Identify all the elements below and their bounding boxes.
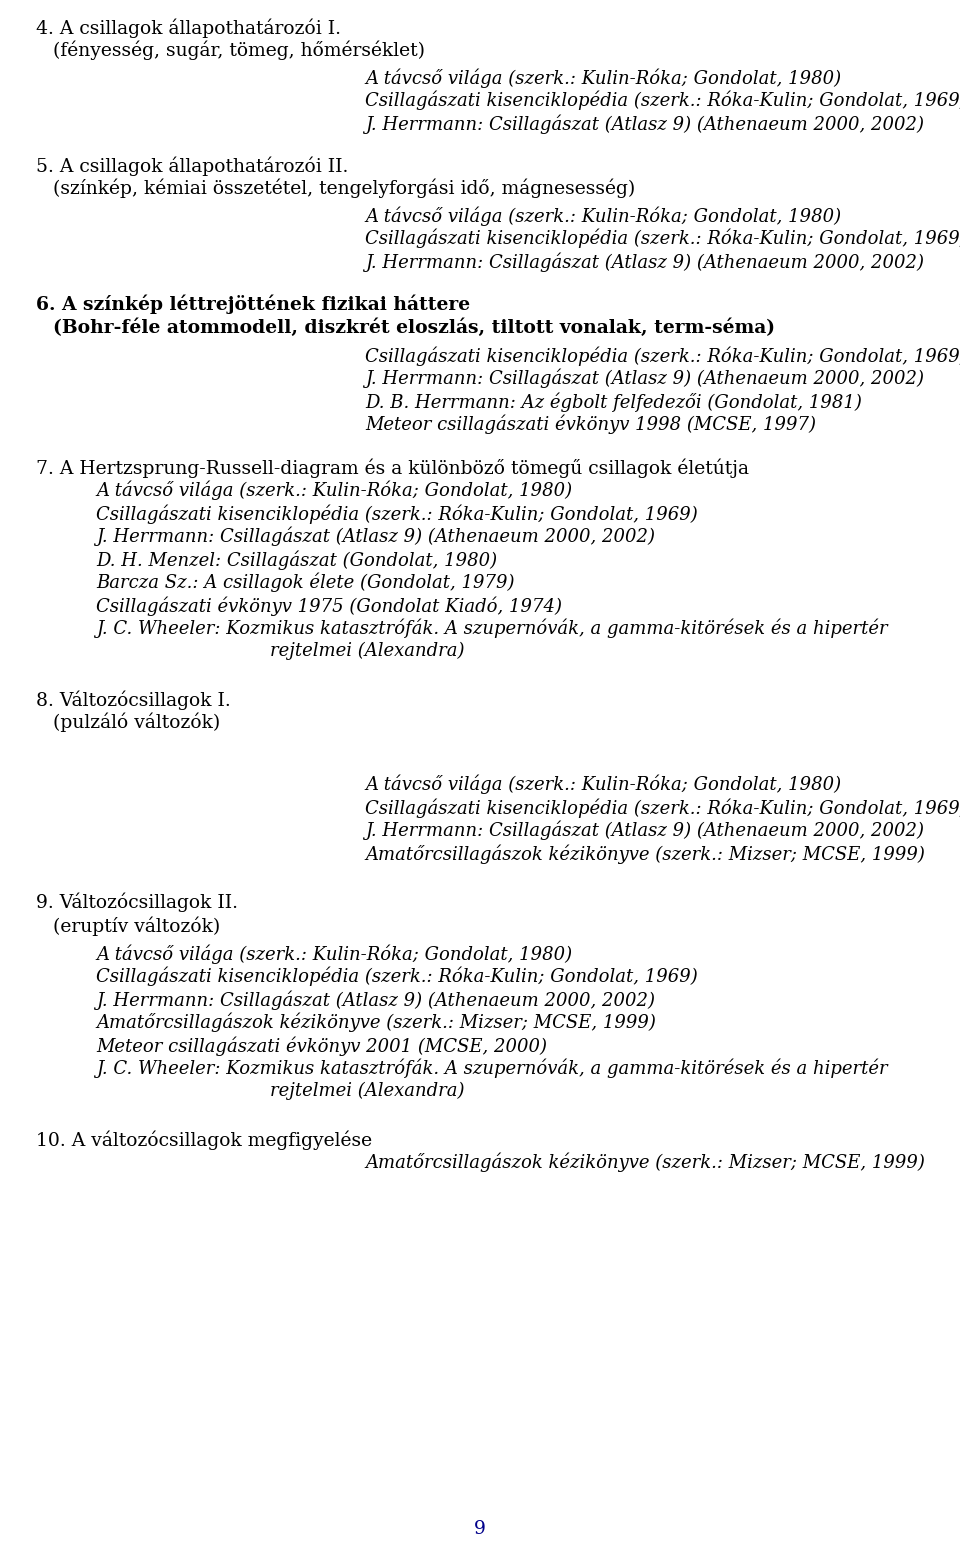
Text: Csillagászati kisenciklopédia (szerk.: Róka-Kulin; Gondolat, 1969): Csillagászati kisenciklopédia (szerk.: R…: [96, 504, 698, 524]
Text: A távcső világa (szerk.: Kulin-Róka; Gondolat, 1980): A távcső világa (szerk.: Kulin-Róka; Gon…: [96, 945, 572, 963]
Text: A távcső világa (szerk.: Kulin-Róka; Gondolat, 1980): A távcső világa (szerk.: Kulin-Róka; Gon…: [365, 776, 841, 794]
Text: J. C. Wheeler: Kozmikus katasztrófák. A szupernóvák, a gamma-kitörések és a hipe: J. C. Wheeler: Kozmikus katasztrófák. A …: [96, 1059, 888, 1078]
Text: Csillagászati kisenciklopédia (szerk.: Róka-Kulin; Gondolat, 1969): Csillagászati kisenciklopédia (szerk.: R…: [365, 799, 960, 817]
Text: (Bohr-féle atommodell, diszkrét eloszlás, tiltott vonalak, term-séma): (Bohr-féle atommodell, diszkrét eloszlás…: [53, 318, 775, 337]
Text: J. Herrmann: Csillagászat (Atlasz 9) (Athenaeum 2000, 2002): J. Herrmann: Csillagászat (Atlasz 9) (At…: [365, 115, 924, 133]
Text: D. B. Herrmann: Az égbolt felfedezői (Gondolat, 1981): D. B. Herrmann: Az égbolt felfedezői (Go…: [365, 392, 862, 411]
Text: Barcza Sz.: A csillagok élete (Gondolat, 1979): Barcza Sz.: A csillagok élete (Gondolat,…: [96, 572, 515, 592]
Text: (fényesség, sugár, tömeg, hőmérséklet): (fényesség, sugár, tömeg, hőmérséklet): [53, 40, 425, 59]
Text: 8. Változócsillagok I.: 8. Változócsillagok I.: [36, 690, 230, 709]
Text: rejtelmei (Alexandra): rejtelmei (Alexandra): [270, 1083, 465, 1100]
Text: 10. A változócsillagok megfigyelése: 10. A változócsillagok megfigyelése: [36, 1131, 372, 1149]
Text: 6. A színkép léttrejöttének fizikai háttere: 6. A színkép léttrejöttének fizikai hátt…: [36, 295, 470, 315]
Text: Amatőrcsillagászok kézikönyve (szerk.: Mizser; MCSE, 1999): Amatőrcsillagászok kézikönyve (szerk.: M…: [365, 844, 924, 864]
Text: 7. A Hertzsprung-Russell-diagram és a különböző tömegű csillagok életútja: 7. A Hertzsprung-Russell-diagram és a kü…: [36, 458, 749, 478]
Text: 9. Változócsillagok II.: 9. Változócsillagok II.: [36, 893, 238, 912]
Text: A távcső világa (szerk.: Kulin-Róka; Gondolat, 1980): A távcső világa (szerk.: Kulin-Róka; Gon…: [365, 206, 841, 225]
Text: A távcső világa (szerk.: Kulin-Róka; Gondolat, 1980): A távcső világa (szerk.: Kulin-Róka; Gon…: [365, 68, 841, 87]
Text: J. C. Wheeler: Kozmikus katasztrófák. A szupernóvák, a gamma-kitörések és a hipe: J. C. Wheeler: Kozmikus katasztrófák. A …: [96, 619, 888, 639]
Text: D. H. Menzel: Csillagászat (Gondolat, 1980): D. H. Menzel: Csillagászat (Gondolat, 19…: [96, 551, 497, 569]
Text: J. Herrmann: Csillagászat (Atlasz 9) (Athenaeum 2000, 2002): J. Herrmann: Csillagászat (Atlasz 9) (At…: [365, 820, 924, 841]
Text: Csillagászati kisenciklopédia (szerk.: Róka-Kulin; Gondolat, 1969): Csillagászati kisenciklopédia (szerk.: R…: [365, 230, 960, 248]
Text: Csillagászati évkönyv 1975 (Gondolat Kiadó, 1974): Csillagászati évkönyv 1975 (Gondolat Kia…: [96, 596, 562, 616]
Text: Csillagászati kisenciklopédia (szerk.: Róka-Kulin; Gondolat, 1969): Csillagászati kisenciklopédia (szerk.: R…: [365, 346, 960, 366]
Text: 4. A csillagok állapothatározói I.: 4. A csillagok állapothatározói I.: [36, 19, 341, 37]
Text: J. Herrmann: Csillagászat (Atlasz 9) (Athenaeum 2000, 2002): J. Herrmann: Csillagászat (Atlasz 9) (At…: [365, 369, 924, 388]
Text: (eruptív változók): (eruptív változók): [53, 917, 220, 935]
Text: J. Herrmann: Csillagászat (Atlasz 9) (Athenaeum 2000, 2002): J. Herrmann: Csillagászat (Atlasz 9) (At…: [96, 527, 655, 546]
Text: Csillagászati kisenciklopédia (szerk.: Róka-Kulin; Gondolat, 1969): Csillagászati kisenciklopédia (szerk.: R…: [96, 966, 698, 986]
Text: J. Herrmann: Csillagászat (Atlasz 9) (Athenaeum 2000, 2002): J. Herrmann: Csillagászat (Atlasz 9) (At…: [96, 990, 655, 1010]
Text: Amatőrcsillagászok kézikönyve (szerk.: Mizser; MCSE, 1999): Amatőrcsillagászok kézikönyve (szerk.: M…: [96, 1013, 656, 1033]
Text: A távcső világa (szerk.: Kulin-Róka; Gondolat, 1980): A távcső világa (szerk.: Kulin-Róka; Gon…: [96, 481, 572, 501]
Text: Csillagászati kisenciklopédia (szerk.: Róka-Kulin; Gondolat, 1969): Csillagászati kisenciklopédia (szerk.: R…: [365, 92, 960, 110]
Text: Meteor csillagászati évkönyv 1998 (MCSE, 1997): Meteor csillagászati évkönyv 1998 (MCSE,…: [365, 416, 816, 434]
Text: 9: 9: [474, 1520, 486, 1539]
Text: Amatőrcsillagászok kézikönyve (szerk.: Mizser; MCSE, 1999): Amatőrcsillagászok kézikönyve (szerk.: M…: [365, 1152, 924, 1173]
Text: (színkép, kémiai összetétel, tengelyforgási idő, mágnesesség): (színkép, kémiai összetétel, tengelyforg…: [53, 178, 636, 197]
Text: 5. A csillagok állapothatározói II.: 5. A csillagok állapothatározói II.: [36, 157, 348, 175]
Text: Meteor csillagászati évkönyv 2001 (MCSE, 2000): Meteor csillagászati évkönyv 2001 (MCSE,…: [96, 1036, 547, 1056]
Text: rejtelmei (Alexandra): rejtelmei (Alexandra): [270, 642, 465, 661]
Text: (pulzáló változók): (pulzáló változók): [53, 713, 220, 732]
Text: J. Herrmann: Csillagászat (Atlasz 9) (Athenaeum 2000, 2002): J. Herrmann: Csillagászat (Atlasz 9) (At…: [365, 251, 924, 271]
